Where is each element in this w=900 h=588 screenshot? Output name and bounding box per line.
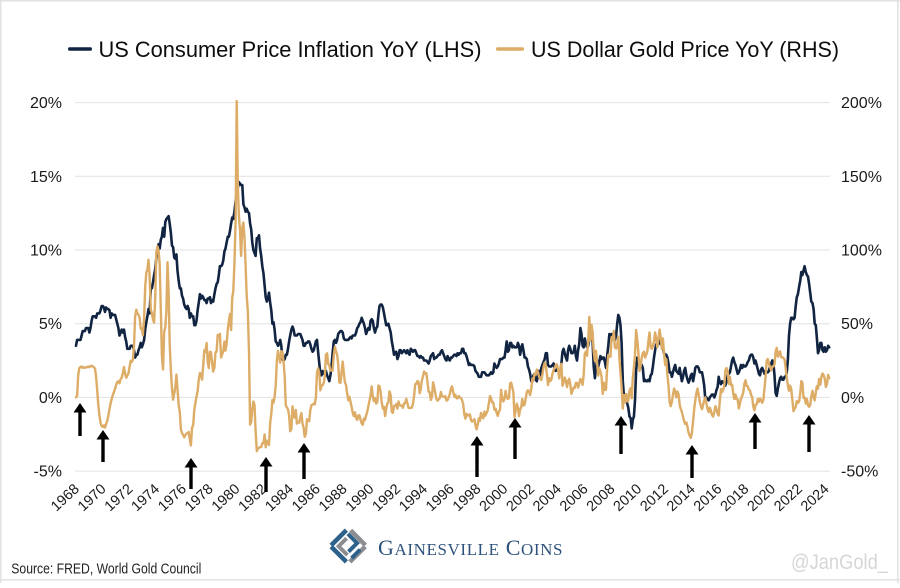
svg-text:50%: 50% — [841, 316, 873, 333]
svg-text:-50%: -50% — [841, 464, 878, 481]
svg-text:100%: 100% — [841, 243, 882, 260]
svg-text:200%: 200% — [841, 95, 882, 112]
svg-text:10%: 10% — [30, 243, 62, 260]
svg-text:GAINESVILLE COINS: GAINESVILLE COINS — [378, 535, 563, 560]
svg-text:@JanGold_: @JanGold_ — [791, 551, 888, 574]
svg-text:Source: FRED, World Gold Counc: Source: FRED, World Gold Council — [11, 561, 201, 578]
svg-text:US Consumer Price Inflation Yo: US Consumer Price Inflation YoY (LHS) — [99, 37, 482, 62]
svg-text:-5%: -5% — [34, 464, 62, 481]
svg-text:150%: 150% — [841, 169, 882, 186]
svg-text:0%: 0% — [841, 390, 864, 407]
svg-text:15%: 15% — [30, 169, 62, 186]
svg-text:5%: 5% — [39, 316, 62, 333]
svg-text:US Dollar Gold Price YoY (RHS): US Dollar Gold Price YoY (RHS) — [531, 37, 839, 62]
svg-text:20%: 20% — [30, 95, 62, 112]
svg-text:0%: 0% — [39, 390, 62, 407]
